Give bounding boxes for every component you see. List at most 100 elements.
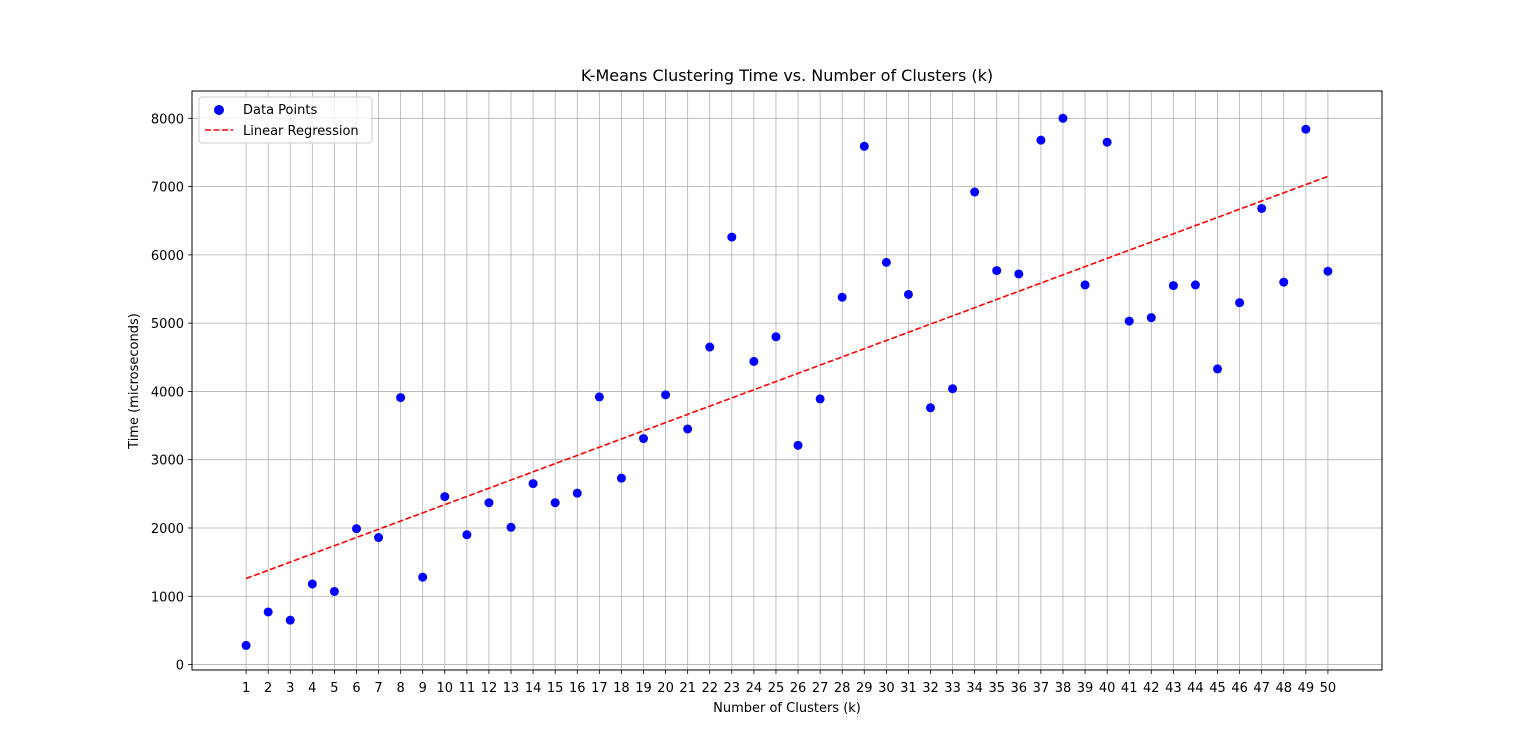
x-tick-label: 20 (657, 681, 674, 696)
legend-marker-data-points (214, 105, 224, 115)
y-tick-label: 3000 (151, 454, 184, 469)
legend-label-regression: Linear Regression (243, 124, 359, 139)
x-tick-label: 4 (308, 681, 316, 696)
x-tick-label: 25 (768, 681, 785, 696)
x-tick-label: 48 (1275, 681, 1292, 696)
data-point (462, 530, 472, 540)
x-tick-label: 19 (635, 681, 652, 696)
x-tick-label: 50 (1320, 681, 1337, 696)
data-point (1080, 280, 1090, 290)
grid (192, 91, 1382, 670)
data-point (572, 488, 582, 498)
data-point (793, 440, 803, 450)
data-point (881, 257, 891, 267)
regression-line (245, 175, 1329, 580)
y-tick-label: 6000 (151, 249, 184, 264)
data-point (992, 266, 1002, 276)
x-tick-label: 44 (1187, 681, 1204, 696)
x-tick-label: 12 (481, 681, 498, 696)
x-tick-label: 10 (437, 681, 454, 696)
x-tick-label: 21 (679, 681, 696, 696)
x-tick-label: 9 (419, 681, 427, 696)
y-tick-label: 1000 (151, 590, 184, 605)
data-point (285, 615, 295, 625)
data-point (1036, 135, 1046, 145)
data-point (815, 394, 825, 404)
data-point (1235, 298, 1245, 308)
y-tick-label: 5000 (151, 317, 184, 332)
x-tick-label: 36 (1011, 681, 1028, 696)
data-point (749, 356, 759, 366)
x-tick-label: 32 (922, 681, 939, 696)
data-point (263, 607, 273, 617)
x-tick-label: 5 (330, 681, 338, 696)
data-point (970, 187, 980, 197)
y-tick-label: 4000 (151, 385, 184, 400)
x-tick-label: 8 (396, 681, 404, 696)
data-point (683, 424, 693, 434)
data-points-layer (241, 113, 1333, 650)
data-point (484, 498, 494, 508)
x-tick-label: 13 (503, 681, 520, 696)
x-tick-label: 33 (944, 681, 961, 696)
y-tick-label: 2000 (151, 522, 184, 537)
x-tick-label: 18 (613, 681, 630, 696)
data-point (329, 586, 339, 596)
data-point (727, 232, 737, 242)
x-tick-label: 7 (374, 681, 382, 696)
x-tick-label: 6 (352, 681, 360, 696)
data-point (948, 384, 958, 394)
data-point (926, 403, 936, 413)
x-tick-label: 40 (1099, 681, 1116, 696)
data-point (903, 289, 913, 299)
data-point (506, 522, 516, 532)
x-tick-label: 31 (900, 681, 917, 696)
data-point (1323, 266, 1333, 276)
x-tick-label: 47 (1253, 681, 1270, 696)
x-tick-label: 15 (547, 681, 564, 696)
data-point (705, 342, 715, 352)
x-axis-label: Number of Clusters (k) (713, 701, 861, 716)
x-tick-label: 45 (1209, 681, 1226, 696)
data-point (396, 393, 406, 403)
x-tick-label: 14 (525, 681, 542, 696)
regression-line-layer (245, 175, 1329, 580)
y-axis-label: Time (microseconds) (127, 313, 142, 450)
x-tick-label: 46 (1231, 681, 1248, 696)
data-point (374, 533, 384, 543)
x-tick-label: 30 (878, 681, 895, 696)
data-point (837, 292, 847, 302)
x-tick-label: 22 (701, 681, 718, 696)
y-tick-label: 0 (176, 659, 184, 674)
x-tick-label: 2 (264, 681, 272, 696)
y-axis-ticks: 0 1000 2000 3000 4000 5000 6000 7000 8000 (151, 112, 192, 674)
data-point (594, 392, 604, 402)
data-point (440, 492, 450, 502)
x-tick-label: 43 (1165, 681, 1182, 696)
chart-title: K-Means Clustering Time vs. Number of Cl… (581, 66, 993, 85)
data-point (771, 332, 781, 342)
x-tick-label: 28 (834, 681, 851, 696)
legend-box (198, 96, 373, 144)
data-point (1014, 269, 1024, 279)
data-point (351, 524, 361, 534)
x-tick-label: 41 (1121, 681, 1138, 696)
data-point (241, 640, 251, 650)
x-tick-label: 42 (1143, 681, 1160, 696)
x-tick-label: 37 (1033, 681, 1050, 696)
data-point (1168, 281, 1178, 291)
x-tick-label: 26 (790, 681, 807, 696)
data-point (1190, 280, 1200, 290)
x-tick-label: 29 (856, 681, 873, 696)
data-point (550, 498, 560, 508)
y-tick-label: 8000 (151, 112, 184, 127)
y-tick-label: 7000 (151, 181, 184, 196)
x-tick-label: 3 (286, 681, 294, 696)
legend-label-data-points: Data Points (243, 103, 317, 118)
data-point (307, 579, 317, 589)
data-point (418, 572, 428, 582)
x-tick-label: 35 (988, 681, 1005, 696)
data-point (1102, 137, 1112, 147)
x-tick-label: 23 (724, 681, 741, 696)
